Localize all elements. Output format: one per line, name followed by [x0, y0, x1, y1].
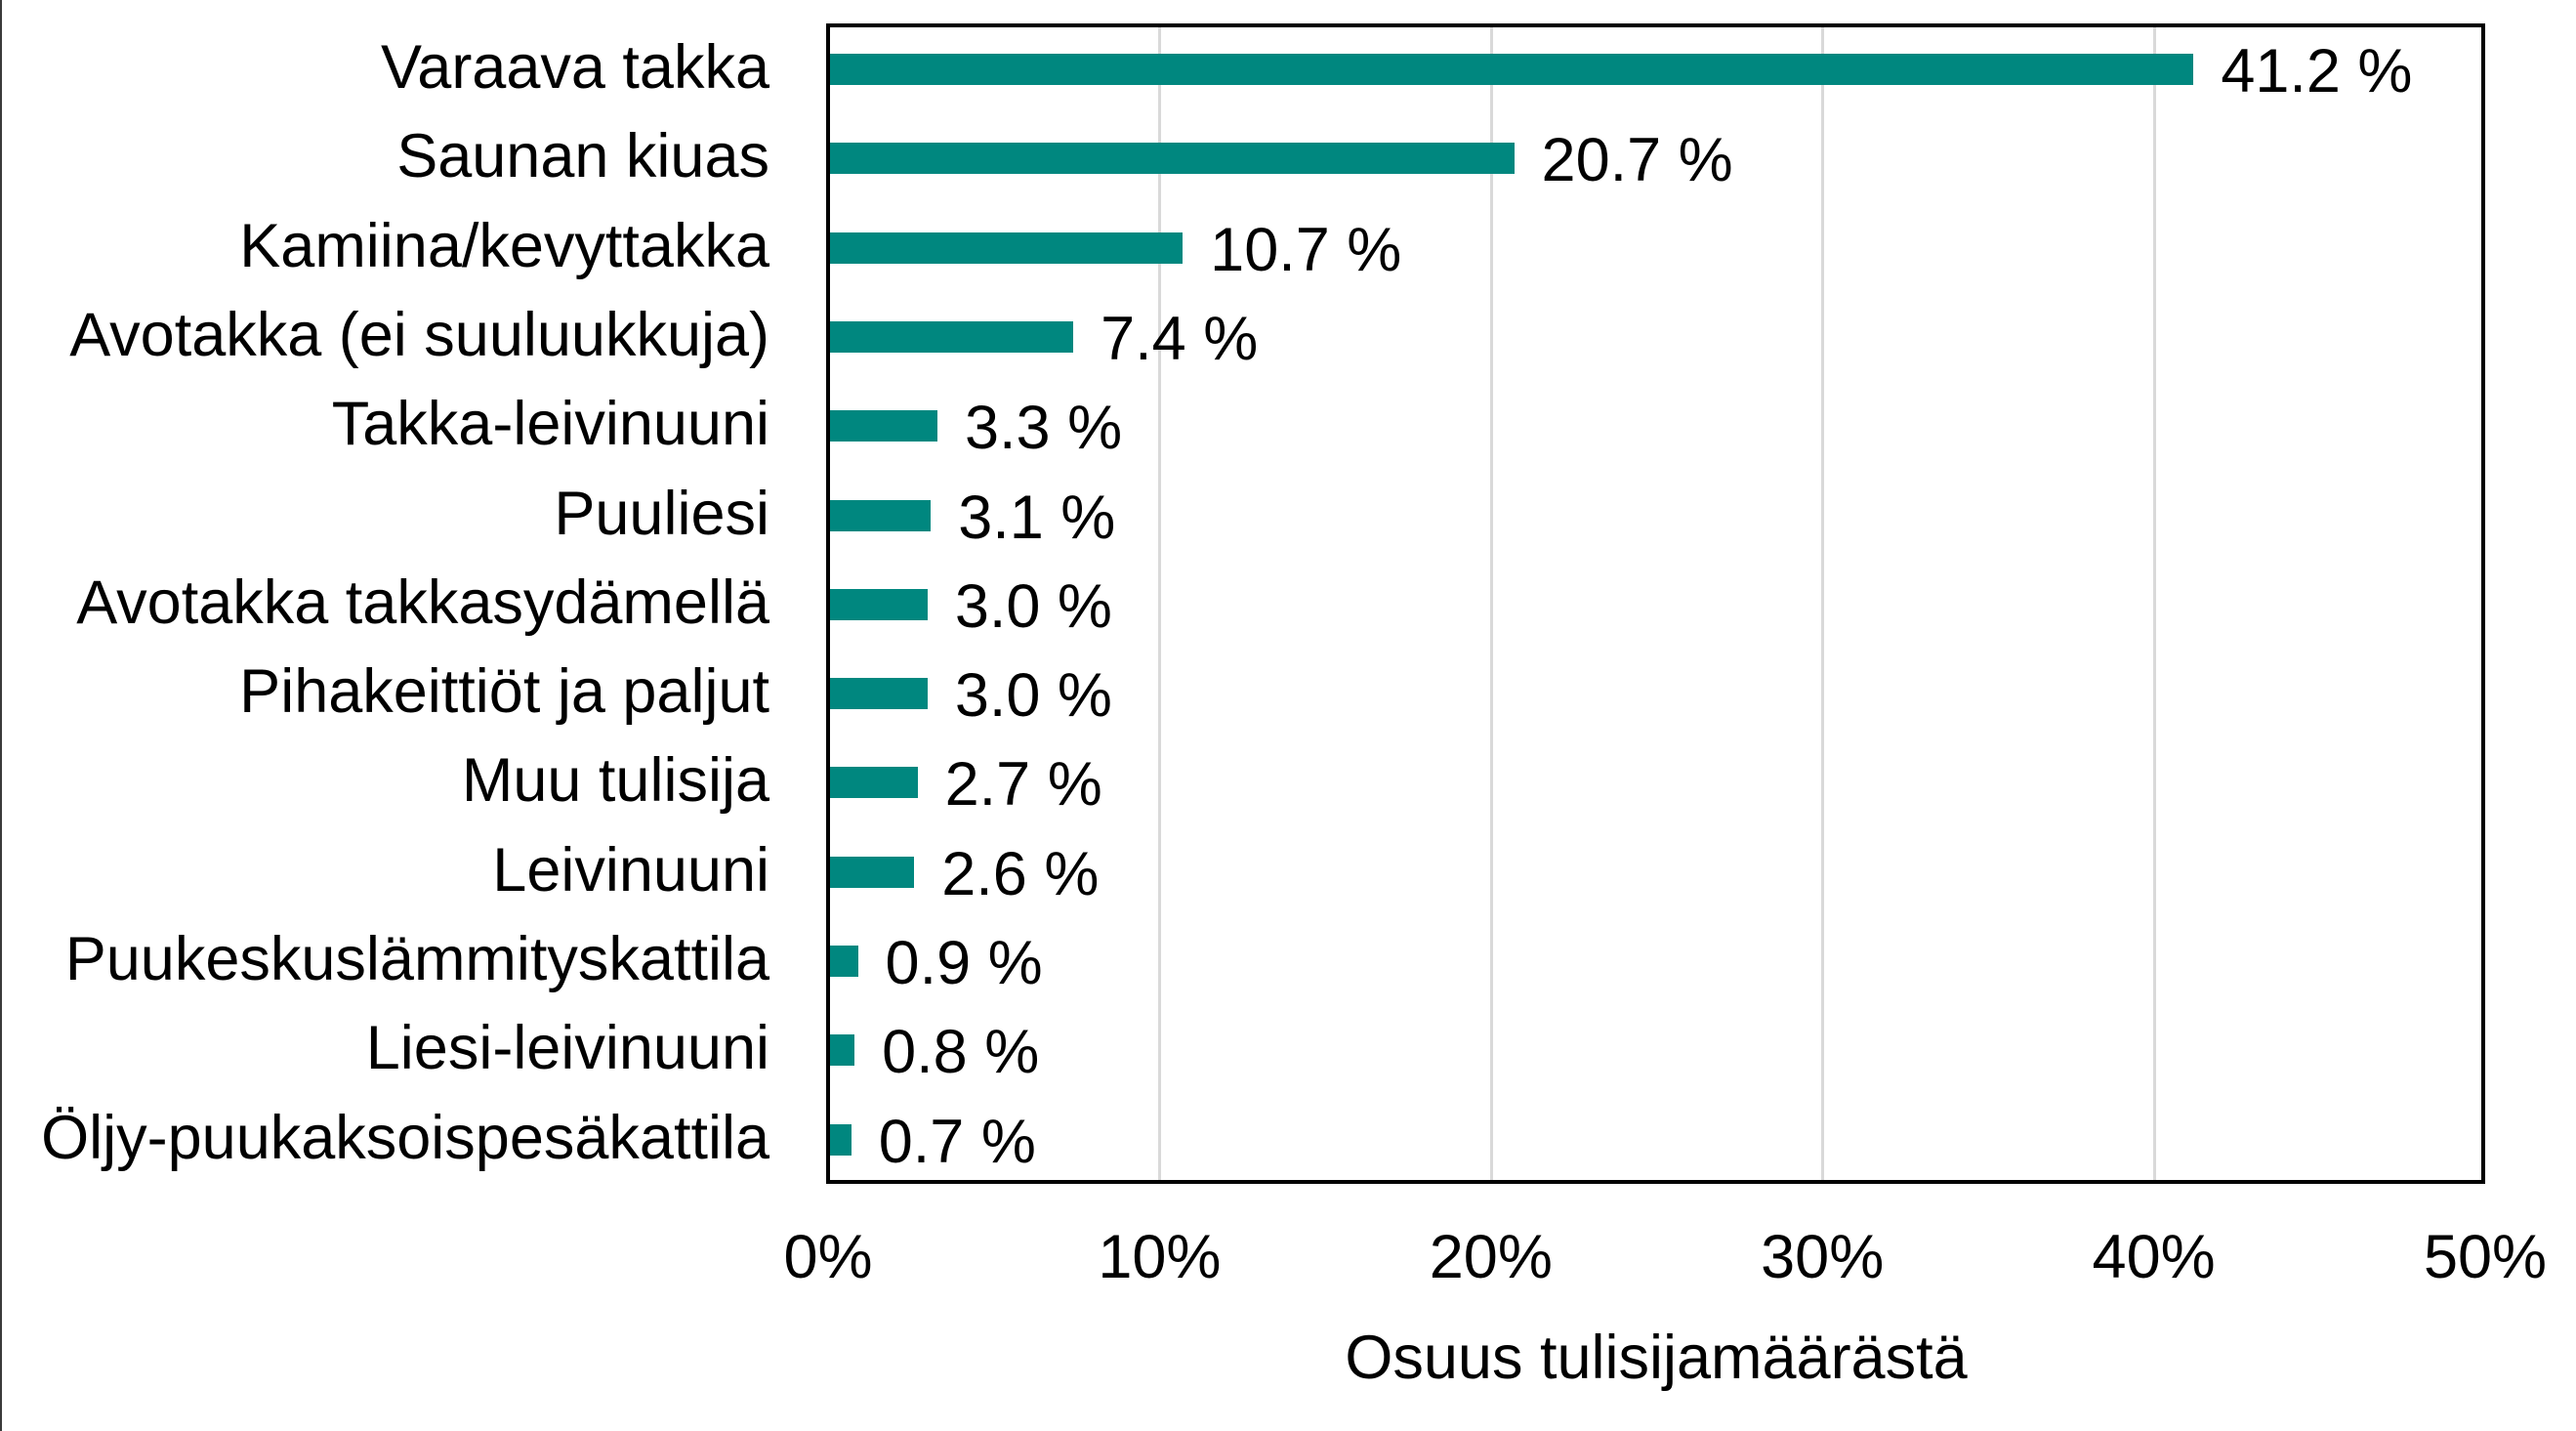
data-label: 3.3 % — [965, 394, 1123, 463]
category-label: Pihakeittiöt ja paljut — [239, 657, 769, 727]
gridline — [2152, 27, 2156, 1180]
bar — [828, 1034, 855, 1067]
x-tick-label: 30% — [1761, 1223, 1885, 1291]
category-label: Muu tulisija — [461, 746, 769, 816]
data-label: 41.2 % — [2221, 37, 2413, 105]
category-label: Avotakka takkasydämellä — [76, 568, 769, 637]
data-label: 7.4 % — [1101, 304, 1259, 373]
bar — [828, 588, 928, 620]
plot-area-border — [826, 23, 2485, 1184]
data-label: 0.9 % — [885, 929, 1043, 997]
data-label: 10.7 % — [1210, 215, 1402, 284]
bar — [828, 499, 932, 531]
data-label: 3.0 % — [954, 661, 1112, 731]
category-label: Puuliesi — [554, 479, 769, 548]
left-edge-line — [0, 0, 2, 1431]
bar — [828, 231, 1184, 264]
data-label: 0.7 % — [878, 1107, 1036, 1176]
bar — [828, 320, 1074, 353]
x-tick-label: 10% — [1098, 1223, 1222, 1291]
gridline — [1158, 27, 1162, 1180]
bar — [828, 678, 928, 710]
data-label: 3.0 % — [954, 571, 1112, 641]
gridline — [1489, 27, 1493, 1180]
x-axis-title: Osuus tulisijamäärästä — [1345, 1324, 1968, 1392]
data-label: 2.6 % — [941, 839, 1100, 908]
bar — [828, 946, 858, 977]
data-label: 0.8 % — [882, 1018, 1040, 1087]
bar — [828, 143, 1515, 175]
bar — [828, 1123, 852, 1156]
category-label: Leivinuuni — [492, 835, 769, 905]
bar — [828, 410, 937, 442]
bar — [828, 767, 918, 799]
gridline — [1821, 27, 1825, 1180]
category-label: Saunan kiuas — [396, 122, 769, 191]
category-label: Öljy-puukaksoispesäkattila — [41, 1103, 769, 1172]
x-tick-label: 50% — [2423, 1223, 2548, 1291]
category-label: Liesi-leivinuuni — [365, 1014, 769, 1083]
category-label: Varaava takka — [380, 33, 769, 102]
category-label: Takka-leivinuuni — [331, 390, 769, 459]
x-tick-label: 0% — [783, 1223, 873, 1291]
bar — [828, 54, 2194, 85]
data-label: 2.7 % — [944, 750, 1102, 820]
category-label: Avotakka (ei suuluukkuja) — [69, 300, 769, 369]
category-label: Puukeskuslämmityskattila — [64, 925, 769, 993]
category-label: Kamiina/kevyttakka — [239, 211, 769, 280]
x-tick-label: 20% — [1429, 1223, 1553, 1291]
x-tick-label: 40% — [2092, 1223, 2216, 1291]
bar — [828, 856, 915, 888]
data-label: 20.7 % — [1541, 126, 1733, 195]
data-label: 3.1 % — [958, 483, 1116, 552]
